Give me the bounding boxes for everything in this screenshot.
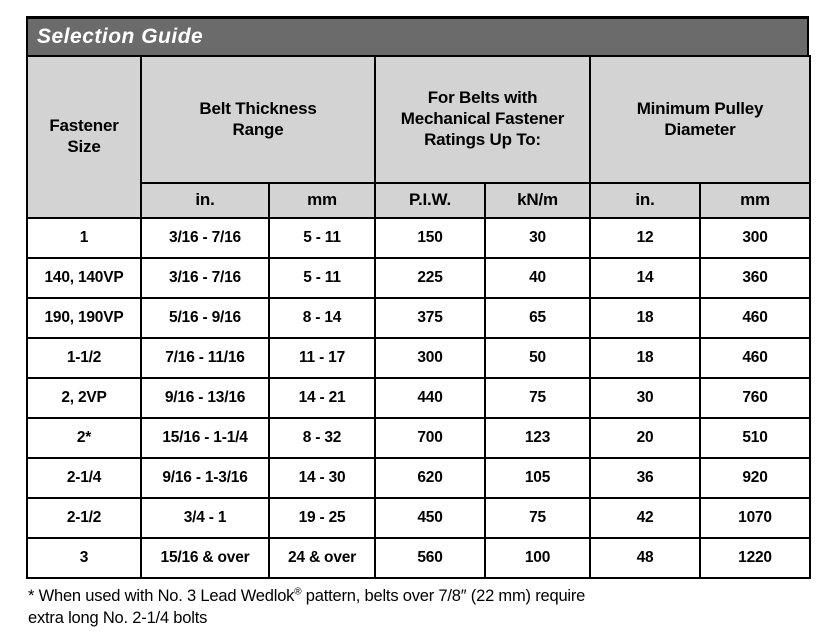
table-row: 2, 2VP 9/16 - 13/16 14 - 21 440 75 30 76…: [26, 377, 811, 419]
table-cell: 5 - 11: [268, 217, 376, 259]
table-cell: 75: [484, 377, 591, 419]
table-cell: 30: [484, 217, 591, 259]
table-cell: 65: [484, 297, 591, 339]
table-cell: 75: [484, 497, 591, 539]
table-cell: 8 - 14: [268, 297, 376, 339]
table-cell: 5 - 11: [268, 257, 376, 299]
footnote-line1-post: pattern, belts over 7/8″ (22 mm) require: [301, 587, 586, 605]
header-min-pulley-diameter: Minimum Pulley Diameter: [589, 55, 811, 184]
table-cell: 5/16 - 9/16: [140, 297, 270, 339]
table-cell: 19 - 25: [268, 497, 376, 539]
table-cell: 1-1/2: [26, 337, 142, 379]
table-row: 3 15/16 & over 24 & over 560 100 48 1220: [26, 537, 811, 579]
table-cell: 9/16 - 1-3/16: [140, 457, 270, 499]
table-row: 2-1/4 9/16 - 1-3/16 14 - 30 620 105 36 9…: [26, 457, 811, 499]
table-cell: 14 - 21: [268, 377, 376, 419]
table-cell: 3: [26, 537, 142, 579]
table-cell: 440: [374, 377, 486, 419]
table-cell: 42: [589, 497, 701, 539]
subheader-pulley-in: in.: [589, 182, 701, 219]
table-cell: 2-1/2: [26, 497, 142, 539]
header-fastener-size: Fastener Size: [26, 55, 142, 219]
table-cell: 15/16 & over: [140, 537, 270, 579]
footnote-line2: extra long No. 2-1/4 bolts: [28, 609, 208, 628]
subheader-belt-mm: mm: [268, 182, 376, 219]
table-cell: 36: [589, 457, 701, 499]
table-cell: 1070: [699, 497, 811, 539]
header-group-row: Fastener Size Belt Thickness Range For B…: [26, 55, 811, 219]
table-cell: 460: [699, 337, 811, 379]
table-cell: 12: [589, 217, 701, 259]
table-cell: 3/16 - 7/16: [140, 257, 270, 299]
table-cell: 20: [589, 417, 701, 459]
table-cell: 300: [699, 217, 811, 259]
table-cell: 11 - 17: [268, 337, 376, 379]
table-cell: 920: [699, 457, 811, 499]
table-cell: 50: [484, 337, 591, 379]
table-cell: 9/16 - 13/16: [140, 377, 270, 419]
table-cell: 18: [589, 337, 701, 379]
registered-trademark-symbol: ®: [294, 586, 302, 598]
table-cell: 30: [589, 377, 701, 419]
footnote: * When used with No. 3 Lead Wedlok® patt…: [28, 585, 788, 630]
table-cell: 375: [374, 297, 486, 339]
table-cell: 14 - 30: [268, 457, 376, 499]
table-cell: 15/16 - 1-1/4: [140, 417, 270, 459]
header-fastener-ratings: For Belts with Mechanical Fastener Ratin…: [374, 55, 591, 184]
selection-guide-table: Selection Guide Fastener Size Belt Thick…: [26, 16, 811, 579]
table-cell: 2-1/4: [26, 457, 142, 499]
table-row: 140, 140VP 3/16 - 7/16 5 - 11 225 40 14 …: [26, 257, 811, 299]
table-cell: 3/16 - 7/16: [140, 217, 270, 259]
table-cell: 40: [484, 257, 591, 299]
selection-table: Fastener Size Belt Thickness Range For B…: [26, 55, 811, 579]
table-cell: 18: [589, 297, 701, 339]
table-cell: 14: [589, 257, 701, 299]
table-cell: 300: [374, 337, 486, 379]
table-row: 2* 15/16 - 1-1/4 8 - 32 700 123 20 510: [26, 417, 811, 459]
subheader-knm: kN/m: [484, 182, 591, 219]
table-cell: 560: [374, 537, 486, 579]
table-cell: 140, 140VP: [26, 257, 142, 299]
table-cell: 620: [374, 457, 486, 499]
table-cell: 225: [374, 257, 486, 299]
table-cell: 8 - 32: [268, 417, 376, 459]
table-cell: 7/16 - 11/16: [140, 337, 270, 379]
header-sub-row: in. mm P.I.W. kN/m in. mm: [27, 182, 811, 219]
table-cell: 100: [484, 537, 591, 579]
table-cell: 450: [374, 497, 486, 539]
subheader-belt-in: in.: [140, 182, 270, 219]
table-cell: 1220: [699, 537, 811, 579]
table-cell: 360: [699, 257, 811, 299]
table-cell: 123: [484, 417, 591, 459]
table-cell: 48: [589, 537, 701, 579]
subheader-pulley-mm: mm: [699, 182, 811, 219]
table-cell: 2*: [26, 417, 142, 459]
table-cell: 190, 190VP: [26, 297, 142, 339]
subheader-piw: P.I.W.: [374, 182, 486, 219]
table-cell: 460: [699, 297, 811, 339]
table-row: 1-1/2 7/16 - 11/16 11 - 17 300 50 18 460: [26, 337, 811, 379]
table-cell: 1: [26, 217, 142, 259]
table-cell: 24 & over: [268, 537, 376, 579]
table-cell: 700: [374, 417, 486, 459]
header-belt-thickness-range: Belt Thickness Range: [140, 55, 376, 184]
footnote-line1-pre: * When used with No. 3 Lead Wedlok: [28, 587, 295, 605]
table-cell: 105: [484, 457, 591, 499]
table-cell: 150: [374, 217, 486, 259]
table-row: 190, 190VP 5/16 - 9/16 8 - 14 375 65 18 …: [26, 297, 811, 339]
table-row: 1 3/16 - 7/16 5 - 11 150 30 12 300: [26, 217, 811, 259]
table-cell: 3/4 - 1: [140, 497, 270, 539]
table-cell: 510: [699, 417, 811, 459]
table-title-bar: Selection Guide: [26, 19, 809, 55]
table-title: Selection Guide: [37, 25, 204, 48]
table-cell: 760: [699, 377, 811, 419]
table-row: 2-1/2 3/4 - 1 19 - 25 450 75 42 1070: [26, 497, 811, 539]
table-cell: 2, 2VP: [26, 377, 142, 419]
